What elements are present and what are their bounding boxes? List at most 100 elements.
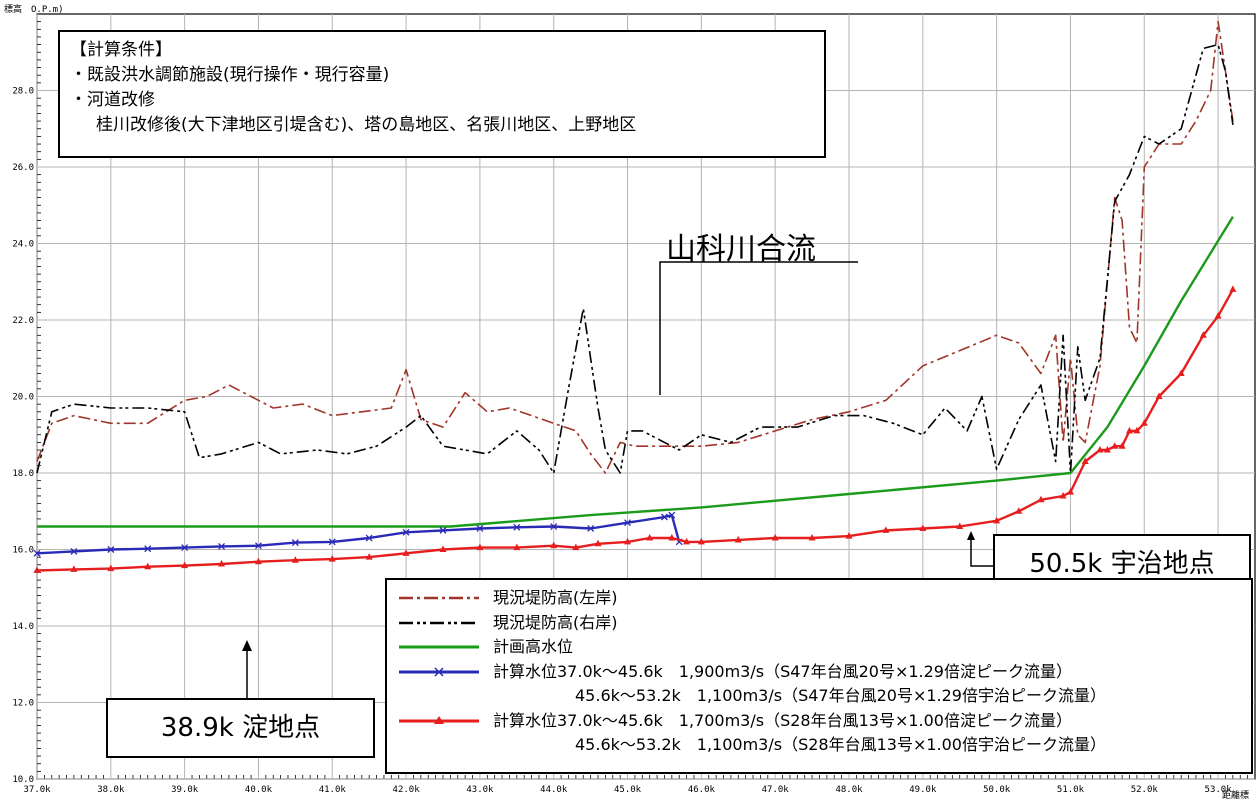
series-calc-red-marker [476, 543, 484, 551]
series-calc-red-marker [1096, 446, 1104, 453]
series-plan-hwl [37, 216, 1234, 528]
series-calc-red-marker [1133, 426, 1141, 434]
legend-swatch-right-bank [399, 621, 479, 624]
legend-row-red-a: 計算水位37.0k～45.6k 1,700m3/s（S28年台風13号×1.00… [397, 709, 1241, 734]
series-calc-red-marker [550, 541, 558, 549]
series-calc-red-marker [1229, 285, 1237, 292]
series-calc-red-marker [1126, 426, 1134, 434]
legend-swatch-red [399, 715, 479, 724]
conditions-line-2: ・河道改修 [70, 90, 155, 110]
calculation-conditions-box: 【計算条件】 ・既設洪水調節施設(現行操作・現行容量) ・河道改修 桂川改修後(… [58, 30, 826, 158]
y-axis-title: 標高 O.P.m) [4, 5, 64, 15]
series-calc-red-marker [1118, 442, 1126, 449]
x-tick-label: 43.0k [466, 785, 494, 795]
series-calc-red-marker [1037, 495, 1045, 503]
uji-arrow-head [967, 531, 975, 540]
y-tick-label: 16.0 [12, 546, 34, 556]
series-calc-red-marker [1103, 446, 1111, 453]
yodo-arrow-head [242, 640, 252, 651]
legend-label-plan: 計画高水位 [493, 637, 574, 656]
series-calc-blue-marker [365, 534, 373, 542]
series-calc-red-marker [668, 534, 676, 541]
legend-row-left-bank: 現況堤防高(左岸) [397, 586, 1241, 611]
series-calc-red-marker [513, 543, 521, 551]
x-tick-label: 45.0k [614, 785, 642, 795]
series-calc-red-marker [771, 534, 779, 541]
legend-swatch-left-bank [399, 596, 479, 600]
series-calc-blue-marker [668, 511, 676, 519]
legend: 現況堤防高(左岸) 現況堤防高(右岸) 計画高水位 計算水位37.0k～45.6… [385, 578, 1253, 774]
series-calc-red-marker [808, 534, 816, 541]
x-tick-label: 47.0k [762, 785, 790, 795]
series-calc-red-marker [1066, 488, 1074, 495]
series-calc-red-marker [328, 555, 336, 562]
series-calc-red-marker [1140, 419, 1148, 426]
series-calc-blue-marker [254, 542, 262, 550]
series-calc-red-marker [683, 537, 691, 545]
x-tick-label: 41.0k [319, 785, 347, 795]
series-calc-blue-marker [402, 528, 410, 536]
series-calc-red-marker [882, 526, 890, 533]
series-calc-red-marker [254, 557, 262, 565]
series-calc-blue-marker [144, 545, 152, 553]
series-calc-red-marker [1214, 312, 1222, 319]
series-calc-red-marker [181, 561, 189, 569]
y-tick-label: 10.0 [12, 775, 34, 785]
x-tick-label: 37.0k [23, 785, 51, 795]
conditions-line-1: ・既設洪水調節施設(現行操作・現行容量) [70, 65, 390, 85]
series-calc-red-marker [1081, 457, 1089, 465]
yamashina-leader-line [659, 261, 858, 395]
conditions-title: 【計算条件】 [70, 40, 172, 60]
legend-swatch-plan [399, 645, 479, 649]
y-tick-label: 24.0 [12, 240, 34, 250]
series-calc-red-marker [734, 535, 742, 543]
series-left-bank [36, 20, 1234, 474]
series-calc-red-marker [845, 532, 853, 539]
series-calc-blue-marker [624, 519, 632, 527]
y-tick-label: 18.0 [12, 469, 34, 479]
series-calc-blue-marker [587, 525, 595, 532]
series-calc-blue-marker [328, 538, 336, 546]
series-calc-blue-marker [218, 542, 226, 550]
series-calc-red-marker [697, 537, 705, 545]
uji-leader-line [970, 536, 993, 567]
series-calc-blue-marker [291, 539, 299, 547]
series-calc-red-marker [1199, 331, 1207, 338]
x-tick-label: 50.0k [983, 785, 1011, 795]
x-tick-label: 40.0k [245, 785, 273, 795]
legend-row-plan: 計画高水位 [397, 635, 1241, 660]
legend-row-blue-b: 45.6k～53.2k 1,100m3/s（S47年台風20号×1.29倍宇治ピ… [397, 684, 1241, 709]
series-calc-red-marker [1155, 392, 1163, 399]
series-calc-red-marker [572, 543, 580, 551]
series-calc-red-marker [956, 522, 964, 530]
x-tick-label: 46.0k [688, 785, 716, 795]
series-calc-red-marker [107, 564, 115, 572]
series-calc-blue-marker [439, 526, 447, 534]
series-calc-red-marker [365, 553, 373, 560]
legend-row-blue-a: 計算水位37.0k～45.6k 1,900m3/s（S47年台風20号×1.29… [397, 660, 1241, 685]
series-calc-red-marker [33, 566, 41, 574]
series-calc-blue-marker [70, 547, 78, 555]
series-calc-red-marker [1177, 369, 1185, 377]
series-calc-blue-marker [660, 513, 668, 521]
y-tick-label: 20.0 [12, 393, 34, 403]
callout-yamashina-confluence: 山科川合流 [666, 232, 816, 267]
legend-label-right-bank: 現況堤防高(右岸) [493, 612, 618, 632]
x-tick-label: 44.0k [540, 785, 568, 795]
series-calc-blue-marker [107, 546, 115, 553]
series-calc-red-marker [218, 560, 226, 567]
legend-row-red-b: 45.6k～53.2k 1,100m3/s（S28年台風13号×1.00倍宇治ピ… [397, 733, 1241, 758]
x-tick-label: 38.0k [97, 785, 125, 795]
series-calc-red-marker [70, 565, 78, 572]
series-calc-red-marker [439, 545, 447, 552]
series-calc-blue-marker [476, 525, 484, 532]
legend-label-left-bank: 現況堤防高(左岸) [493, 588, 618, 607]
series-calc-red-marker [1015, 507, 1023, 514]
series-calc-red-marker [624, 537, 632, 545]
series-calc-blue [36, 513, 681, 555]
y-tick-label: 28.0 [12, 87, 34, 97]
series-calc-red-marker [1059, 491, 1067, 499]
series-calc-blue-marker [513, 523, 521, 531]
y-tick-label: 12.0 [12, 699, 34, 709]
x-tick-label: 52.0k [1131, 785, 1159, 795]
